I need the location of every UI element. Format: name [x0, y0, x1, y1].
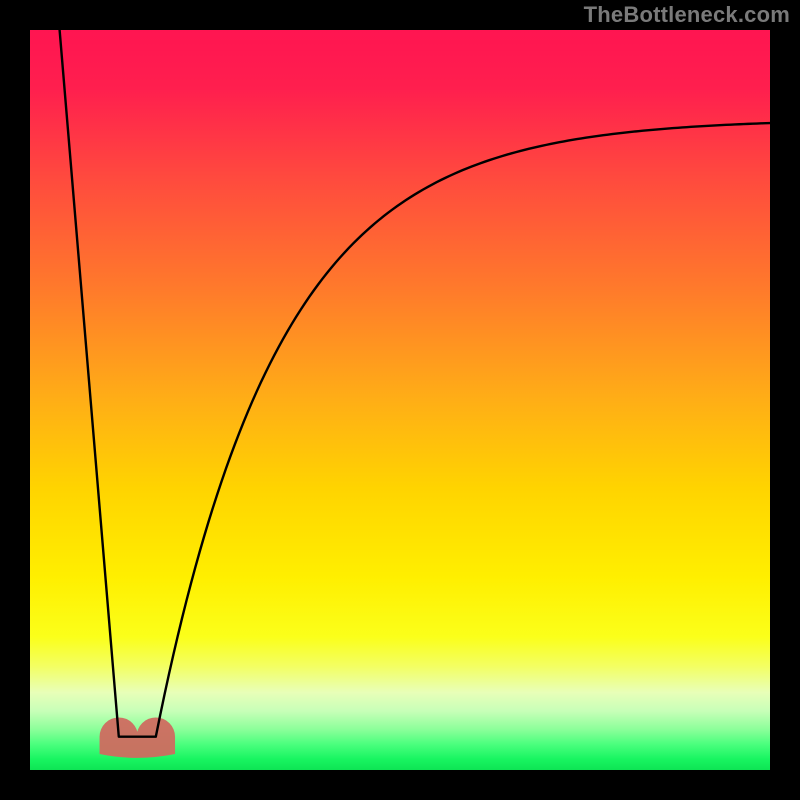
chart-svg: [0, 0, 800, 800]
watermark-text: TheBottleneck.com: [584, 2, 790, 28]
plot-background: [30, 30, 770, 770]
chart-frame: TheBottleneck.com: [0, 0, 800, 800]
